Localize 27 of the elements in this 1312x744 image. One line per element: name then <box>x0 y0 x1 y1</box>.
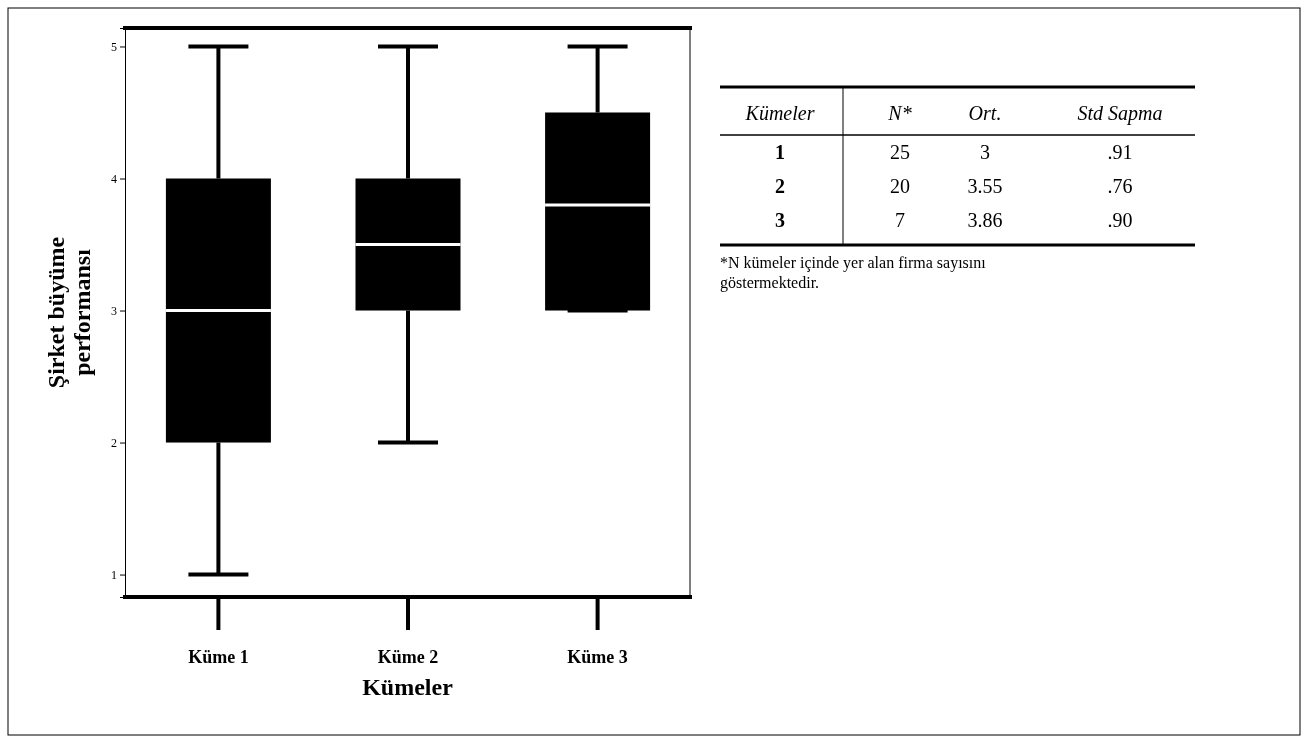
text: *N kümeler içinde yer alan firma sayısını göstermektedir. <box>720 254 987 292</box>
text: 3.55 <box>967 175 1003 197</box>
x-tick-label: Küme 3 <box>567 646 628 667</box>
y-tick-label: 3 <box>111 303 117 318</box>
text: 3.86 <box>967 209 1003 231</box>
text: 2 <box>775 175 785 197</box>
x-tick-label: Küme 1 <box>188 646 249 667</box>
category-label: Ort. <box>968 102 1002 124</box>
text: .76 <box>1107 175 1133 197</box>
y-tick-label: 1 <box>111 567 117 582</box>
text: .90 <box>1107 209 1133 231</box>
y-axis-title: Şirket büyüme performansı <box>43 236 95 389</box>
y-tick-label: 4 <box>111 171 117 186</box>
text: 25 <box>890 141 910 163</box>
category-label: Kümeler <box>744 102 815 124</box>
x-axis-title: Kümeler <box>362 674 454 700</box>
text: 3 <box>980 141 990 163</box>
text: 7 <box>895 209 905 231</box>
category-label: N* <box>887 102 912 124</box>
text: .91 <box>1107 141 1133 163</box>
text: 3 <box>775 209 785 231</box>
text: 20 <box>890 175 910 197</box>
category-label: Std Sapma <box>1077 102 1163 125</box>
y-tick-label: 2 <box>111 435 117 450</box>
x-tick-label: Küme 2 <box>377 646 439 667</box>
y-tick-label: 5 <box>111 39 117 54</box>
text: 1 <box>775 141 785 163</box>
